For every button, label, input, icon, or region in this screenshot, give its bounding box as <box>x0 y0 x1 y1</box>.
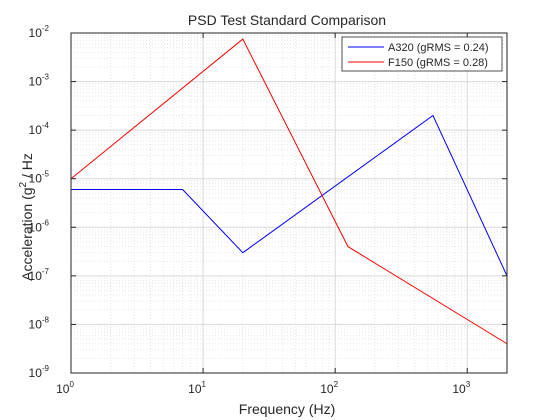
y-tick-label-exponent: -5 <box>42 170 50 179</box>
x-tick-label: 103 <box>452 380 470 396</box>
y-tick-label: 10-5 <box>29 170 50 186</box>
y-tick-label-base: 10 <box>29 317 43 331</box>
x-tick-label-base: 10 <box>188 382 202 396</box>
series-layer <box>70 38 508 345</box>
x-tick-label-exponent: 0 <box>69 380 74 389</box>
x-axis-label: Frequency (Hz) <box>239 401 335 417</box>
y-axis-label-main: Acceleration (g <box>19 187 35 280</box>
y-tick-label-exponent: -8 <box>42 315 50 324</box>
y-tick-label: 10-2 <box>29 24 50 40</box>
y-tick-label-exponent: -4 <box>42 121 50 130</box>
x-tick-label-base: 10 <box>452 382 466 396</box>
y-tick-label: 10-8 <box>29 315 50 331</box>
chart-title: PSD Test Standard Comparison <box>188 12 386 28</box>
axes-box <box>70 32 508 374</box>
x-tick-label: 102 <box>320 380 338 396</box>
y-tick-label-exponent: -7 <box>42 267 50 276</box>
x-tick-label-exponent: 3 <box>466 380 471 389</box>
legend: A320 (gRMS = 0.24) F150 (gRMS = 0.28) <box>341 36 503 72</box>
y-tick-label-base: 10 <box>29 269 43 283</box>
series-line-a320 <box>71 114 508 277</box>
y-tick-label-base: 10 <box>29 366 43 380</box>
x-tick-label-base: 10 <box>320 382 334 396</box>
y-tick-label-base: 10 <box>29 220 43 234</box>
series-line-f150 <box>70 38 508 345</box>
y-tick-label-base: 10 <box>29 123 43 137</box>
legend-label: A320 (gRMS = 0.24) <box>388 42 489 54</box>
y-tick-label-exponent: -2 <box>42 24 50 33</box>
x-tick-label: 100 <box>56 380 74 396</box>
y-tick-label-exponent: -3 <box>42 73 50 82</box>
legend-box <box>341 36 503 72</box>
x-tick-label-exponent: 2 <box>334 380 339 389</box>
x-tick-label-exponent: 1 <box>202 380 207 389</box>
y-tick-label-exponent: -6 <box>42 218 50 227</box>
y-tick-label: 10-9 <box>29 364 50 380</box>
x-tick-label-base: 10 <box>56 382 70 396</box>
y-tick-label: 10-7 <box>29 267 50 283</box>
y-axis-label: Acceleration (g2 / Hz <box>18 153 35 281</box>
y-tick-label: 10-4 <box>29 121 50 137</box>
y-tick-label: 10-6 <box>29 218 50 234</box>
y-tick-label-base: 10 <box>29 172 43 186</box>
y-tick-label-base: 10 <box>29 75 43 89</box>
y-axis-label-superscript: 2 <box>18 181 29 187</box>
y-tick-label-exponent: -9 <box>42 364 50 373</box>
legend-label: F150 (gRMS = 0.28) <box>388 57 488 69</box>
x-tick-label: 101 <box>188 380 206 396</box>
tick-layer: 100 101 102 10310-910-810-710-610-510-410-3… <box>29 24 507 396</box>
y-axis-label-tail: / Hz <box>19 153 35 182</box>
y-tick-label-base: 10 <box>29 26 43 40</box>
y-tick-label: 10-3 <box>29 73 50 89</box>
